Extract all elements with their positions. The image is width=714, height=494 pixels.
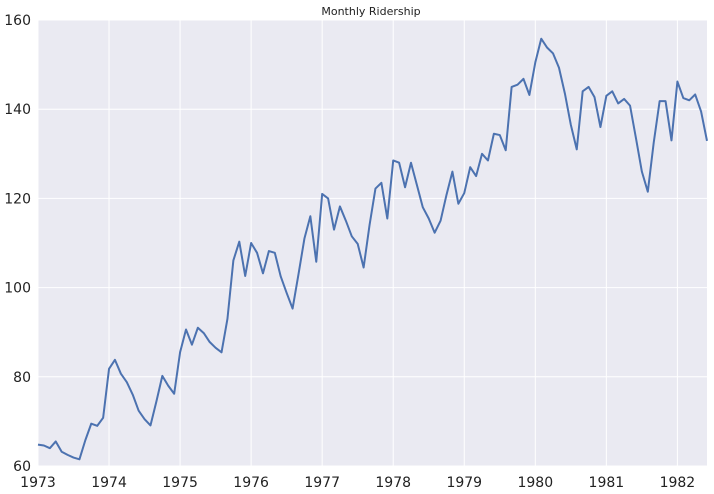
plot-area	[38, 20, 707, 466]
x-tick-label: 1974	[91, 475, 127, 491]
x-tick-label: 1976	[233, 475, 269, 491]
series-layer	[37, 37, 708, 461]
series-line	[37, 37, 708, 461]
y-tick-label: 80	[13, 370, 31, 386]
x-tick-label: 1980	[517, 475, 553, 491]
y-tick-label: 160	[4, 13, 31, 29]
y-tick-label: 60	[13, 459, 31, 475]
x-tick-label: 1979	[446, 475, 482, 491]
x-tick-label: 1973	[20, 475, 56, 491]
x-tick-label: 1981	[589, 475, 625, 491]
y-axis: 60 80 100 120 140 160	[4, 13, 31, 475]
x-tick-label: 1977	[304, 475, 340, 491]
plot-background	[38, 20, 707, 466]
x-axis: 1973 1974 1975 1976 1977 1978 1979 1980 1981 1982	[20, 475, 695, 491]
y-tick-label: 100	[4, 281, 31, 297]
x-tick-label: 1978	[375, 475, 411, 491]
x-tick-label: 1982	[660, 475, 696, 491]
y-tick-label: 120	[4, 191, 31, 207]
y-tick-label: 140	[4, 102, 31, 118]
x-tick-label: 1975	[162, 475, 198, 491]
chart-title: Monthly Ridership	[321, 5, 420, 18]
